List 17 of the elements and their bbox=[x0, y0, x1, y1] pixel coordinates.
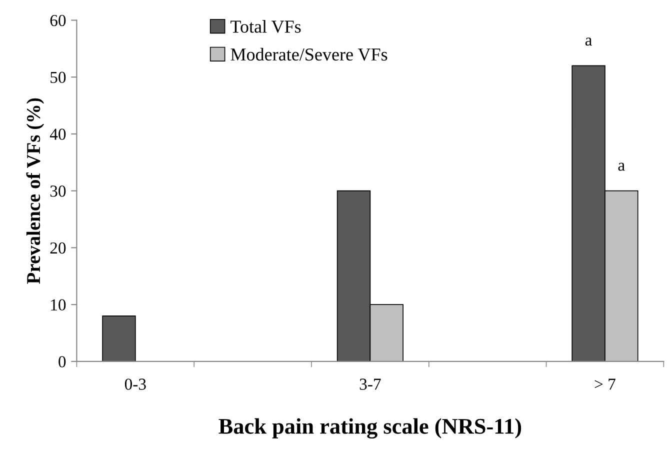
legend-label: Moderate/Severe VFs bbox=[230, 48, 388, 61]
x-tick-label: > 7 bbox=[594, 378, 616, 390]
x-axis-title: Back pain rating scale (NRS-11) bbox=[218, 418, 522, 439]
y-tick-label: 60 bbox=[50, 14, 66, 26]
y-tick-label: 20 bbox=[50, 242, 66, 254]
y-axis-title: Prevalence of VFs (%) bbox=[26, 98, 44, 284]
annotation: a bbox=[618, 162, 625, 171]
y-tick-label: 40 bbox=[50, 128, 66, 140]
annotation: a bbox=[585, 38, 592, 46]
bar bbox=[102, 316, 136, 362]
x-tick-label: 3-7 bbox=[360, 378, 381, 390]
legend-label: Total VFs bbox=[230, 20, 301, 33]
y-tick-label: 50 bbox=[50, 72, 66, 84]
y-tick-label: 30 bbox=[50, 186, 66, 197]
y-tick-label: 0 bbox=[58, 356, 66, 368]
y-tick-label: 10 bbox=[51, 299, 66, 311]
x-tick-label: 0-3 bbox=[124, 378, 146, 390]
